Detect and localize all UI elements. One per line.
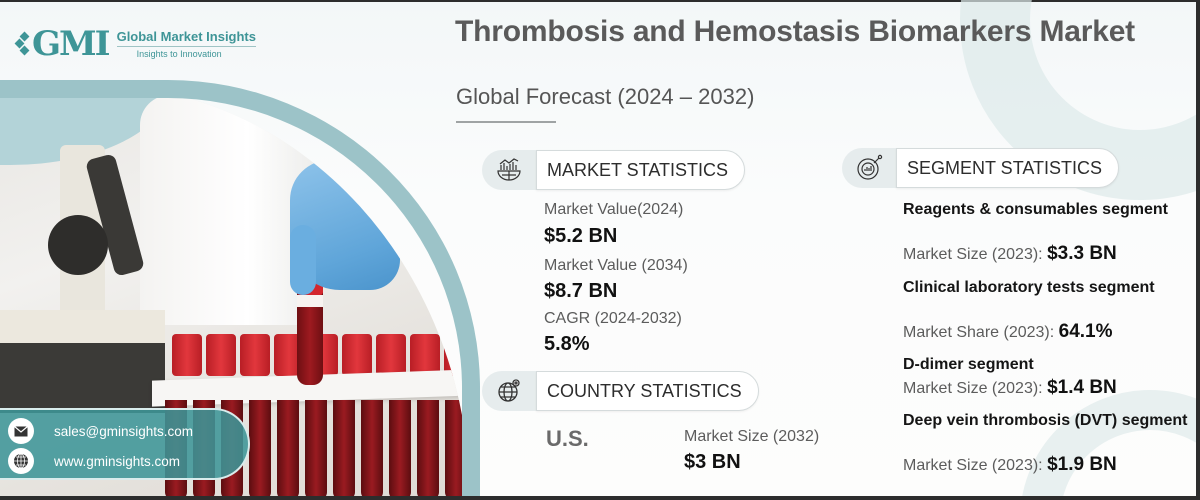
logo-mark-text: GMI xyxy=(32,24,111,64)
cagr-value: 5.8% xyxy=(544,333,590,355)
target-chart-icon xyxy=(842,148,896,188)
market-value-2024-label: Market Value(2024) xyxy=(544,201,684,218)
globe-pin-icon xyxy=(482,371,536,411)
contact-panel: sales@gminsights.com www.gminsights.com xyxy=(0,408,250,480)
segment-metric-label: Market Size (2023): xyxy=(903,380,1043,397)
logo-mark: GMI xyxy=(14,24,111,64)
globe-icon xyxy=(8,448,34,474)
logo-diamonds-icon xyxy=(14,31,30,56)
market-value-2034: $8.7 BN xyxy=(544,280,618,302)
border-right xyxy=(1196,0,1200,500)
border-bottom xyxy=(0,496,1200,500)
segment-metric-value: $1.4 BN xyxy=(1047,377,1117,398)
market-statistics-header: MARKET STATISTICS xyxy=(482,150,746,190)
page-title: Thrombosis and Hemostasis Biomarkers Mar… xyxy=(455,15,1135,48)
segment-metric-label: Market Size (2023): xyxy=(903,457,1043,474)
segment-metric-value: $3.3 BN xyxy=(1047,243,1117,264)
segment-metric-value: 64.1% xyxy=(1058,321,1113,342)
segment-metric-label: Market Share (2023): xyxy=(903,324,1055,341)
logo-text: Global Market Insights Insights to Innov… xyxy=(116,29,256,59)
envelope-icon xyxy=(8,418,34,444)
market-value-2024: $5.2 BN xyxy=(544,225,618,247)
brand-logo[interactable]: GMI Global Market Insights Insights to I… xyxy=(14,24,256,64)
country-statistics-header: COUNTRY STATISTICS xyxy=(482,371,759,411)
segment-metric: Market Share (2023): 64.1% xyxy=(903,321,1113,343)
segment-metric: Market Size (2023): $1.4 BN xyxy=(903,377,1117,399)
decorative-arc xyxy=(1020,390,1200,500)
title-divider xyxy=(456,121,556,123)
cagr-label: CAGR (2024-2032) xyxy=(544,310,682,327)
segment-metric: Market Size (2023): $3.3 BN xyxy=(903,243,1117,265)
contact-website[interactable]: www.gminsights.com xyxy=(8,446,248,476)
segment-title: Clinical laboratory tests segment xyxy=(903,279,1155,296)
segment-title: D-dimer segment xyxy=(903,356,1034,373)
email-link[interactable]: sales@gminsights.com xyxy=(54,423,194,439)
country-name: U.S. xyxy=(546,426,589,451)
country-market-size-label: Market Size (2032) xyxy=(684,428,820,445)
country-market-size: $3 BN xyxy=(684,451,741,473)
segment-statistics-title: SEGMENT STATISTICS xyxy=(896,148,1120,188)
segment-title: Reagents & consumables segment xyxy=(903,201,1168,218)
segment-statistics-header: SEGMENT STATISTICS xyxy=(842,148,1120,188)
contact-email[interactable]: sales@gminsights.com xyxy=(8,416,248,446)
segment-metric-value: $1.9 BN xyxy=(1047,454,1117,475)
border-top xyxy=(0,0,1200,2)
brand-tagline: Insights to Innovation xyxy=(136,49,222,59)
segment-metric-label: Market Size (2023): xyxy=(903,246,1043,263)
website-link[interactable]: www.gminsights.com xyxy=(54,453,181,469)
brand-name: Global Market Insights xyxy=(116,29,256,47)
segment-title: Deep vein thrombosis (DVT) segment xyxy=(903,412,1188,429)
market-value-2034-label: Market Value (2034) xyxy=(544,257,688,274)
market-statistics-title: MARKET STATISTICS xyxy=(536,150,746,190)
country-statistics-title: COUNTRY STATISTICS xyxy=(536,371,759,411)
segment-metric: Market Size (2023): $1.9 BN xyxy=(903,454,1117,476)
page-subtitle: Global Forecast (2024 – 2032) xyxy=(456,84,755,109)
chart-globe-icon xyxy=(482,150,536,190)
